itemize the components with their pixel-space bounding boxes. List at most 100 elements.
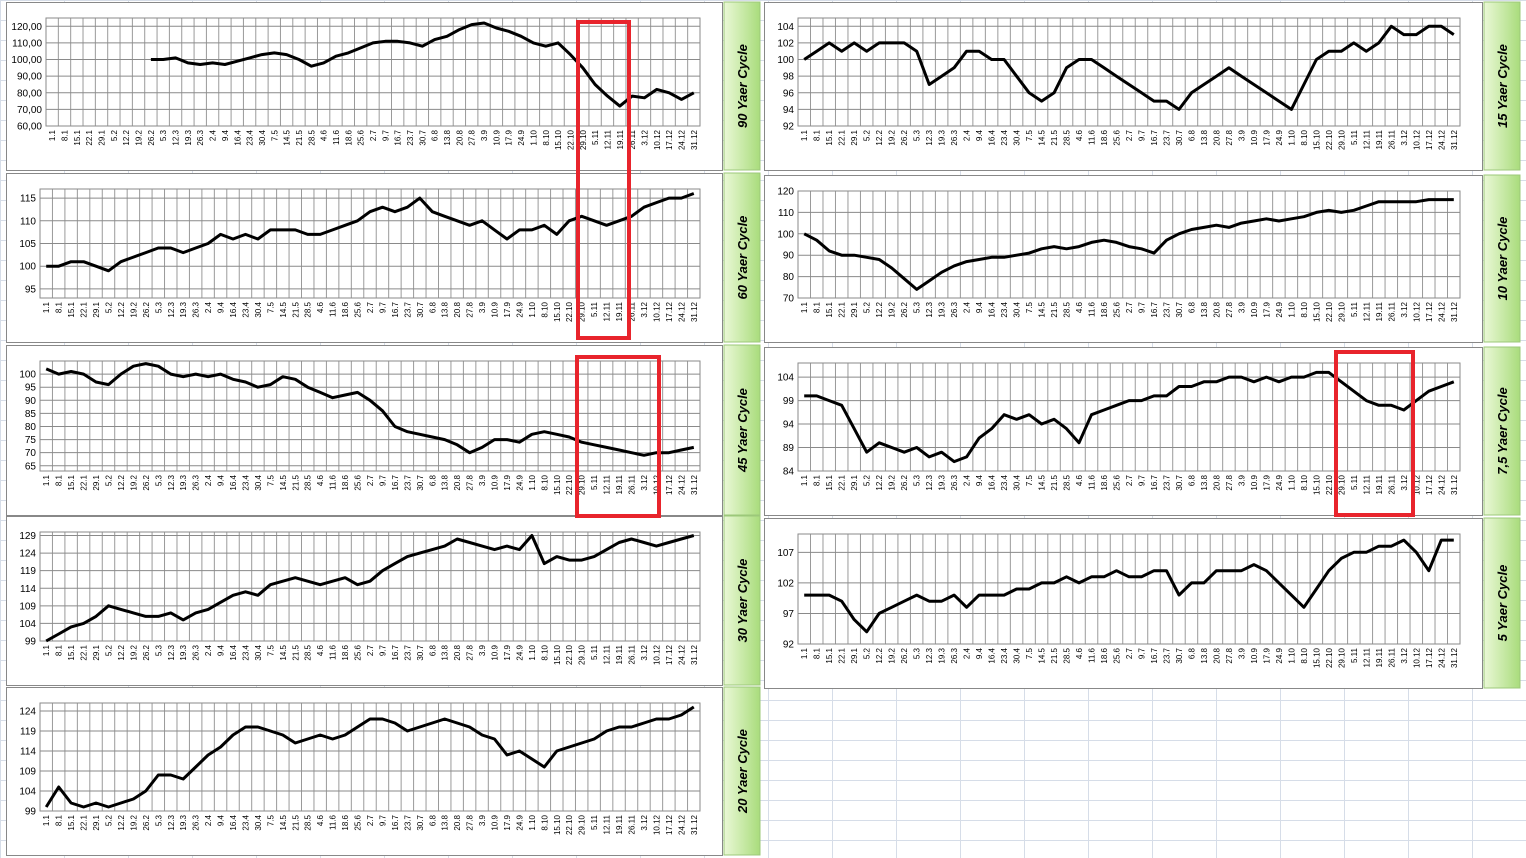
x-tick-label: 3.12	[640, 644, 649, 660]
x-tick-label: 26.11	[628, 301, 637, 321]
x-tick-label: 10.12	[652, 474, 661, 495]
x-tick-label: 24.12	[677, 474, 686, 495]
x-tick-label: 20.8	[1212, 129, 1221, 145]
y-tick-label: 100	[777, 229, 794, 240]
x-tick-label: 2.4	[209, 129, 218, 141]
plot-border	[39, 360, 701, 472]
x-tick-label: 3.9	[478, 301, 487, 313]
x-tick-label: 5.11	[590, 644, 599, 660]
x-tick-label: 9.4	[217, 301, 226, 313]
x-tick-label: 15.10	[1312, 474, 1321, 495]
x-tick-label: 5.11	[590, 814, 599, 830]
x-tick-label: 19.2	[129, 474, 138, 490]
x-tick-label: 9.7	[378, 474, 387, 486]
x-tick-label: 31.12	[1450, 129, 1459, 150]
x-tick-label: 5.3	[154, 301, 163, 313]
x-tick-label: 23.4	[241, 301, 250, 317]
x-tick-label: 26.2	[142, 474, 151, 490]
x-tick-label: 26.2	[900, 129, 909, 145]
x-tick-label: 16.4	[229, 644, 238, 660]
x-tick-label: 5.11	[1350, 647, 1359, 663]
x-tick-label: 30.4	[1013, 301, 1022, 317]
x-tick-label: 22.1	[838, 301, 847, 317]
x-tick-label: 29.10	[578, 814, 587, 835]
x-tick-label: 24.9	[1275, 301, 1284, 317]
x-tick-label: 3.9	[478, 644, 487, 656]
x-tick-label: 16.4	[988, 647, 997, 663]
x-tick-label: 12.3	[172, 129, 181, 145]
x-tick-label: 10.12	[1412, 474, 1421, 495]
y-tick-label: 129	[19, 531, 36, 542]
x-tick-label: 22.1	[838, 129, 847, 145]
x-tick-label: 27.8	[466, 474, 475, 490]
x-tick-label: 9.4	[217, 644, 226, 656]
x-tick-label: 4.6	[1075, 129, 1084, 141]
x-tick-label: 26.2	[147, 129, 156, 145]
x-tick-label: 21.5	[1050, 647, 1059, 663]
x-tick-label: 17.12	[665, 644, 674, 665]
x-tick-label: 30.7	[1175, 129, 1184, 145]
x-tick-label: 29.10	[578, 474, 587, 495]
x-tick-label: 13.8	[1200, 474, 1209, 490]
x-tick-label: 30.4	[1013, 474, 1022, 490]
x-tick-label: 13.8	[1200, 301, 1209, 317]
x-tick-label: 26.3	[196, 129, 205, 145]
x-tick-label: 5.11	[1350, 129, 1359, 145]
x-tick-label: 25.6	[1113, 474, 1122, 490]
data-line	[150, 21, 695, 108]
y-tick-label: 70	[25, 448, 37, 459]
chart-area	[764, 518, 1483, 689]
x-tick-label: 8.10	[540, 301, 549, 317]
data-line	[803, 198, 1454, 291]
x-tick-label: 8.10	[1300, 474, 1309, 490]
x-tick-label: 1.10	[528, 301, 537, 317]
x-tick-label: 8.10	[540, 644, 549, 660]
x-tick-label: 7.5	[266, 301, 275, 313]
y-tick-label: 100,00	[11, 55, 42, 66]
x-tick-label: 12.2	[117, 814, 126, 830]
x-tick-label: 29.1	[92, 474, 101, 490]
x-tick-label: 17.9	[503, 474, 512, 490]
x-tick-label: 5.11	[1350, 474, 1359, 490]
x-tick-label: 22.10	[565, 644, 574, 665]
x-tick-label: 26.11	[1387, 301, 1396, 321]
x-tick-label: 8.10	[1300, 647, 1309, 663]
x-tick-label: 5.2	[863, 647, 872, 659]
x-tick-label: 24.9	[515, 301, 524, 317]
x-tick-label: 22.1	[838, 647, 847, 663]
x-tick-label: 20.8	[453, 301, 462, 317]
x-tick-label: 25.6	[354, 644, 363, 660]
plot-border	[45, 17, 701, 127]
x-tick-label: 20.8	[453, 644, 462, 660]
x-tick-label: 19.3	[938, 129, 947, 145]
x-tick-label: 26.3	[192, 301, 201, 317]
y-tick-label: 84	[783, 467, 795, 478]
x-tick-label: 7.5	[1025, 474, 1034, 486]
x-tick-label: 17.12	[1425, 647, 1434, 668]
x-tick-label: 24.12	[677, 301, 686, 322]
x-tick-label: 14.5	[279, 474, 288, 490]
y-tick-label: 99	[25, 807, 37, 818]
x-tick-label: 12.2	[117, 644, 126, 660]
x-tick-label: 10.9	[1250, 474, 1259, 490]
chart-title: 10 Yaer Cycle	[1495, 217, 1510, 301]
x-tick-label: 5.3	[159, 129, 168, 141]
x-tick-label: 3.9	[480, 129, 489, 141]
x-tick-label: 24.12	[677, 129, 686, 150]
x-tick-label: 12.11	[603, 644, 612, 664]
x-tick-label: 10.12	[1412, 301, 1421, 322]
x-tick-label: 9.4	[217, 474, 226, 486]
x-tick-label: 10.9	[491, 814, 500, 830]
x-tick-label: 28.5	[1063, 647, 1072, 663]
x-tick-label: 19.11	[616, 129, 625, 149]
x-tick-label: 17.12	[665, 814, 674, 835]
x-tick-label: 19.2	[135, 129, 144, 145]
x-tick-label: 31.12	[1450, 474, 1459, 495]
x-tick-label: 19.2	[129, 301, 138, 317]
x-tick-label: 14.5	[1038, 129, 1047, 145]
title-tab	[723, 344, 761, 516]
x-tick-label: 29.1	[92, 301, 101, 317]
x-tick-label: 8.1	[55, 474, 64, 486]
x-tick-label: 27.8	[466, 301, 475, 317]
x-tick-label: 4.6	[1075, 474, 1084, 486]
